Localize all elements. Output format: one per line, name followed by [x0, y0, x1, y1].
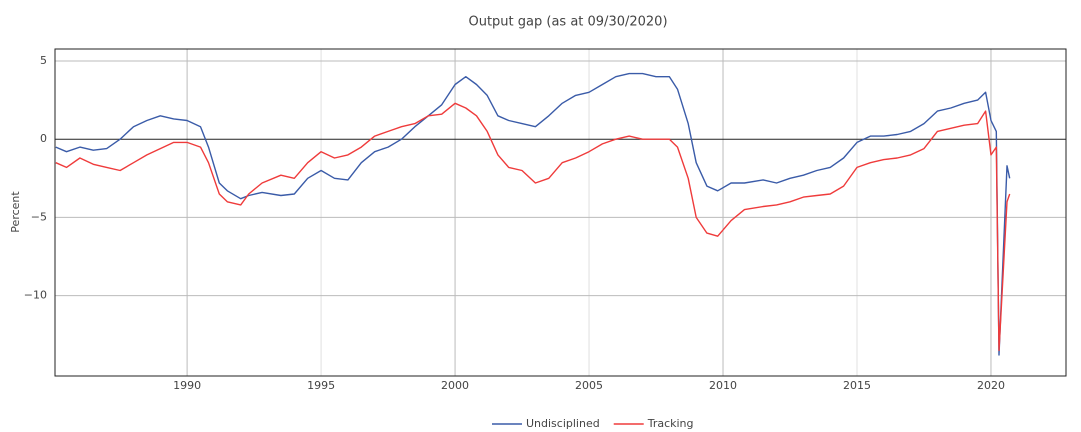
- x-tick-label: 2020: [977, 379, 1005, 392]
- x-tick-label: 1990: [173, 379, 201, 392]
- y-axis-label: Percent: [9, 191, 22, 233]
- line-series: [55, 72, 1011, 356]
- legend-label: Undisciplined: [526, 417, 600, 430]
- plot-border: [54, 48, 1067, 377]
- y-tick-label: 5: [40, 54, 47, 67]
- x-tick-label: 2010: [709, 379, 737, 392]
- legend-label: Tracking: [647, 417, 694, 430]
- line-series: [55, 102, 1011, 352]
- x-tick-label: 2015: [843, 379, 871, 392]
- chart-title: Output gap (as at 09/30/2020): [468, 15, 667, 30]
- y-tick-label: −10: [24, 289, 47, 302]
- x-tick-label: 1995: [307, 379, 335, 392]
- y-tick-label: 0: [40, 132, 47, 145]
- x-tick-label: 2005: [575, 379, 603, 392]
- y-tick-label: −5: [31, 210, 47, 223]
- x-tick-label: 2000: [441, 379, 469, 392]
